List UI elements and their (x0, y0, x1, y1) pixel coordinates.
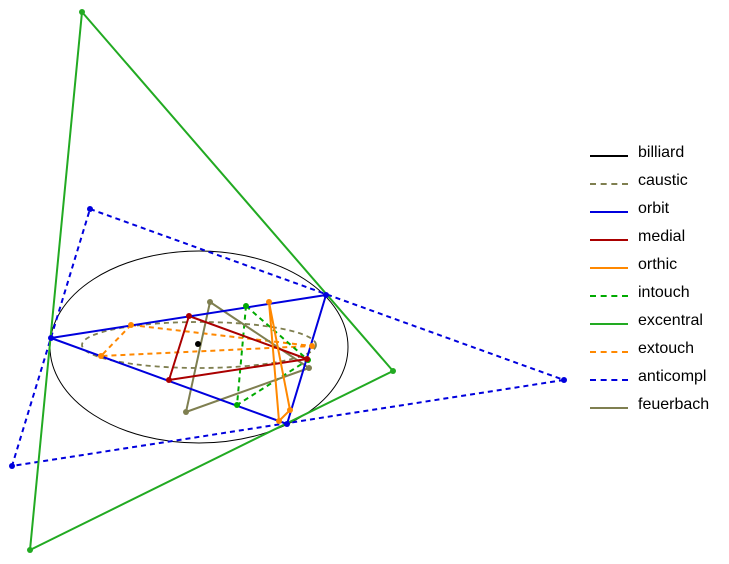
legend-item-excentral: excentral (590, 310, 726, 338)
anticompl-vertex-1 (87, 206, 93, 212)
legend-label-orthic: orthic (638, 256, 678, 273)
excentral-vertex-3 (27, 547, 33, 553)
legend: billiard caustic orbit medial orthic int… (590, 142, 726, 422)
legend-item-anticompl: anticompl (590, 366, 726, 394)
legend-label-billiard: billiard (638, 144, 685, 161)
extouch-vertex-3 (98, 353, 104, 359)
legend-label-feuerbach: feuerbach (638, 396, 710, 413)
legend-swatch-excentral (590, 323, 628, 325)
extouch-vertex-2 (309, 343, 315, 349)
legend-item-orthic: orthic (590, 254, 726, 282)
legend-item-caustic: caustic (590, 170, 726, 198)
medial-triangle (168, 315, 308, 381)
legend-label-medial: medial (638, 228, 686, 245)
anticompl-vertex-3 (9, 463, 15, 469)
feuerbach-triangle (185, 301, 310, 413)
orbit-vertex-1 (48, 335, 54, 341)
legend-swatch-feuerbach (590, 407, 628, 409)
caustic-ellipse (81, 321, 317, 369)
legend-label-caustic: caustic (638, 172, 688, 189)
feuerbach-vertex-3 (183, 409, 189, 415)
anticompl-triangle (11, 208, 565, 467)
legend-item-billiard: billiard (590, 142, 726, 170)
feuerbach-vertex-1 (207, 299, 213, 305)
extouch-triangle (100, 324, 313, 357)
excentral-vertex-2 (390, 368, 396, 374)
legend-swatch-billiard (590, 155, 628, 157)
extouch-vertex-1 (128, 322, 134, 328)
orthic-vertex-3 (276, 418, 282, 424)
legend-label-anticompl: anticompl (638, 368, 707, 385)
intouch-vertex-1 (243, 303, 249, 309)
intouch-vertex-3 (234, 402, 240, 408)
medial-vertex-3 (166, 377, 172, 383)
orbit-vertex-3 (284, 421, 290, 427)
legend-item-orbit: orbit (590, 198, 726, 226)
legend-item-medial: medial (590, 226, 726, 254)
legend-swatch-anticompl (590, 379, 628, 381)
billiard-vertex-1 (195, 341, 201, 347)
feuerbach-vertex-2 (306, 365, 312, 371)
medial-vertex-2 (304, 356, 310, 362)
legend-label-extouch: extouch (638, 340, 695, 357)
legend-item-extouch: extouch (590, 338, 726, 366)
orbit-vertex-2 (323, 292, 329, 298)
orthic-vertex-1 (266, 299, 272, 305)
legend-swatch-medial (590, 239, 628, 241)
legend-label-orbit: orbit (638, 200, 670, 217)
excentral-vertex-1 (79, 9, 85, 15)
legend-swatch-caustic (590, 183, 628, 185)
anticompl-vertex-2 (561, 377, 567, 383)
legend-swatch-orbit (590, 211, 628, 213)
excentral-triangle (29, 11, 394, 551)
orthic-triangle (268, 301, 291, 422)
legend-swatch-intouch (590, 295, 628, 297)
medial-vertex-1 (186, 313, 192, 319)
legend-item-feuerbach: feuerbach (590, 394, 726, 422)
legend-label-intouch: intouch (638, 284, 690, 301)
orthic-vertex-2 (287, 407, 293, 413)
legend-label-excentral: excentral (638, 312, 703, 329)
legend-swatch-orthic (590, 267, 628, 269)
legend-item-intouch: intouch (590, 282, 726, 310)
legend-swatch-extouch (590, 351, 628, 353)
